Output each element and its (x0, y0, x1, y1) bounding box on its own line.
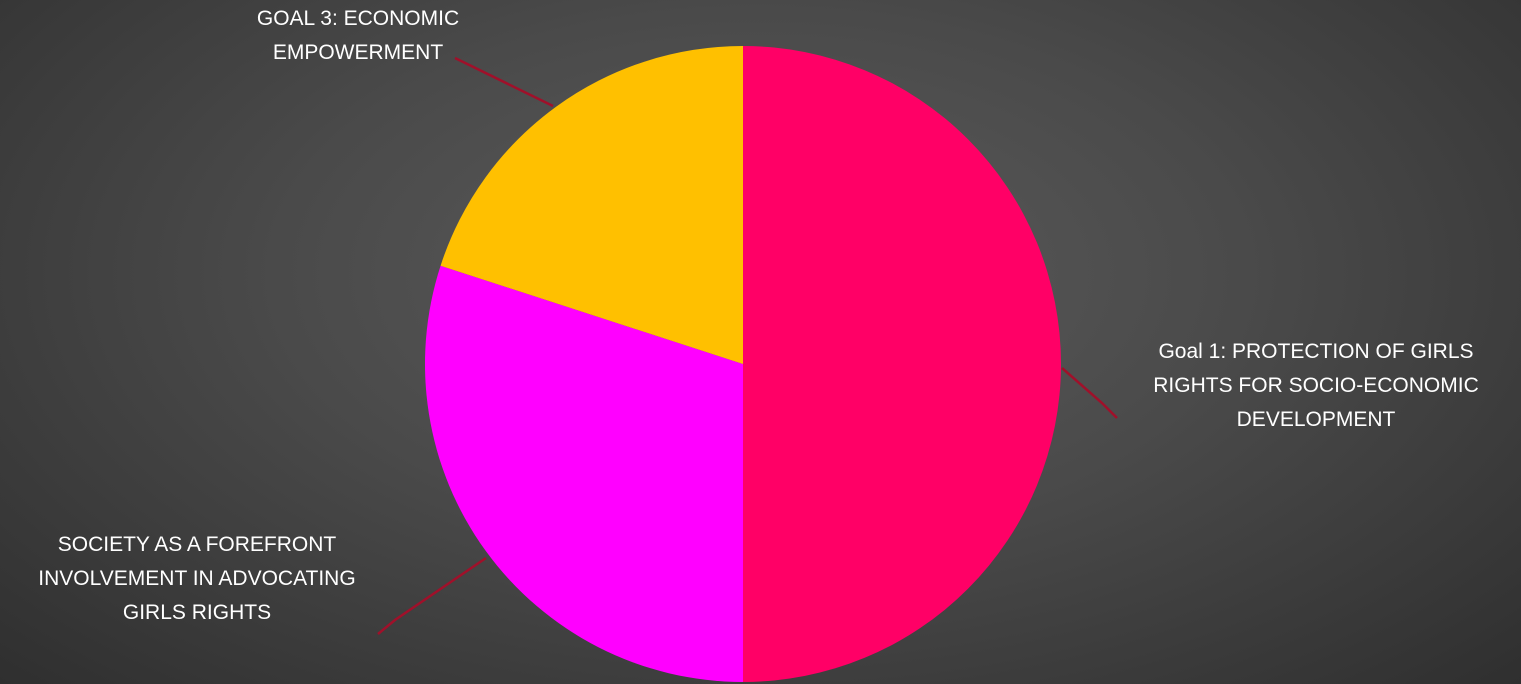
slice-label-1-line-2: RIGHTS FOR SOCIO-ECONOMIC (1153, 374, 1479, 397)
slice-labels: Goal 1: PROTECTION OF GIRLS RIGHTS FOR SO… (38, 7, 1478, 624)
slice-label-2: SOCIETY AS A FOREFRONT INVOLVEMENT IN ADV… (38, 533, 355, 624)
leader-line-3 (454, 56, 554, 108)
leader-line-1 (1061, 367, 1118, 419)
slice-label-2-line-2: INVOLVEMENT IN ADVOCATING (38, 567, 355, 590)
pie-slice-1 (743, 46, 1061, 682)
pie-slice-3 (440, 46, 743, 364)
pie-slices (424, 46, 1061, 682)
leader-line-2 (377, 556, 487, 635)
slice-label-1: Goal 1: PROTECTION OF GIRLS RIGHTS FOR SO… (1153, 340, 1479, 431)
pie-slice-2 (424, 265, 743, 682)
slice-label-1-line-3: DEVELOPMENT (1237, 408, 1396, 431)
slice-label-3: GOAL 3: ECONOMIC EMPOWERMENT (257, 7, 459, 64)
slice-label-2-line-3: GIRLS RIGHTS (123, 601, 271, 624)
slice-label-3-line-2: EMPOWERMENT (273, 41, 444, 64)
slice-label-2-line-1: SOCIETY AS A FOREFRONT (58, 533, 337, 556)
leader-lines (377, 56, 1118, 635)
slice-label-1-line-1: Goal 1: PROTECTION OF GIRLS (1158, 340, 1473, 363)
slice-label-3-line-1: GOAL 3: ECONOMIC (257, 7, 459, 30)
